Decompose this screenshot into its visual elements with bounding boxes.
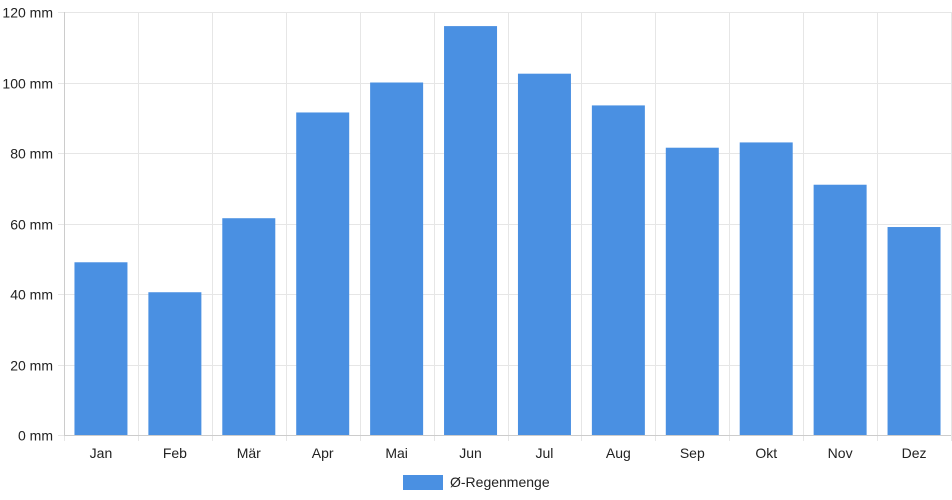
bar-okt [739,142,793,436]
y-tick-label: 0 mm [18,428,53,444]
bar-jan [74,262,128,435]
axes [64,12,951,436]
bar-nov [813,184,867,435]
y-tick-label: 120 mm [2,5,53,21]
bars [74,26,941,436]
x-tick-label: Sep [680,445,705,461]
bar-mai [370,82,424,435]
bar-jun [444,26,498,435]
bar-sep [665,147,719,435]
bar-apr [296,112,350,436]
x-tick-label: Nov [828,445,853,461]
x-tick-label: Mai [385,445,408,461]
x-tick-label: Feb [163,445,187,461]
y-tick-label: 20 mm [10,358,53,374]
bar-jul [517,73,571,435]
y-tick-label: 60 mm [10,217,53,233]
bar-aug [591,105,645,435]
x-tick-label: Mär [237,445,261,461]
x-tick-label: Dez [902,445,927,461]
y-tick-label: 100 mm [2,76,53,92]
legend-swatch [403,475,443,490]
x-tick-label: Aug [606,445,631,461]
x-tick-label: Jun [459,445,482,461]
x-tick-label: Apr [312,445,334,461]
x-tick-label: Jul [536,445,554,461]
legend: Ø-Regenmenge [403,474,550,490]
x-tick-label: Okt [755,445,777,461]
grid-lines [58,12,952,441]
x-tick-label: Jan [90,445,113,461]
x-axis-tick-labels: Jan Feb Mär Apr Mai Jun Jul Aug Sep Okt Nov Dez [90,445,927,461]
bar-dez [887,227,941,435]
bar-mär [222,218,276,435]
y-tick-label: 80 mm [10,146,53,162]
y-tick-label: 40 mm [10,287,53,303]
y-axis-tick-labels: 0 mm 20 mm 40 mm 60 mm 80 mm 100 mm 120 mm [2,5,53,444]
legend-label: Ø-Regenmenge [450,474,550,490]
bar-feb [148,292,202,435]
